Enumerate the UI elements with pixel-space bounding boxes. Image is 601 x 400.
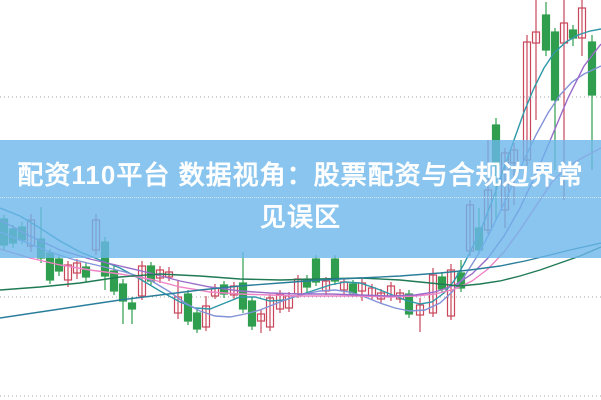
candle-body [311, 258, 321, 283]
candle-body [437, 276, 447, 290]
gridline-overlay [0, 197, 601, 198]
candle-body [577, 7, 587, 39]
candle-body [238, 282, 248, 310]
headline-line2: 见误区 [259, 202, 341, 232]
candle-body [201, 305, 211, 328]
candle-body [63, 264, 73, 281]
candle-body [531, 31, 541, 44]
headline-line1: 配资110平台 数据视角：股票配资与合规边界常 [17, 160, 584, 190]
headline-banner: 配资110平台 数据视角：股票配资与合规边界常 见误区 [0, 140, 601, 258]
ma-year-teal [0, 242, 601, 319]
candle-body [109, 270, 119, 292]
candle-body [192, 312, 202, 330]
candle-body [265, 297, 275, 328]
candle-body [541, 14, 551, 51]
candle-body [404, 293, 414, 315]
ma-dark-green [0, 246, 601, 291]
candle-body [81, 266, 91, 278]
ma-fast-teal [0, 28, 601, 310]
candle-body [183, 293, 193, 322]
candle-body [446, 269, 456, 317]
candle-body [550, 31, 560, 101]
candle-body [118, 283, 128, 302]
candle-body [330, 258, 340, 282]
candle-body [256, 313, 266, 322]
candle-body [137, 265, 147, 297]
candle-body [127, 302, 137, 310]
